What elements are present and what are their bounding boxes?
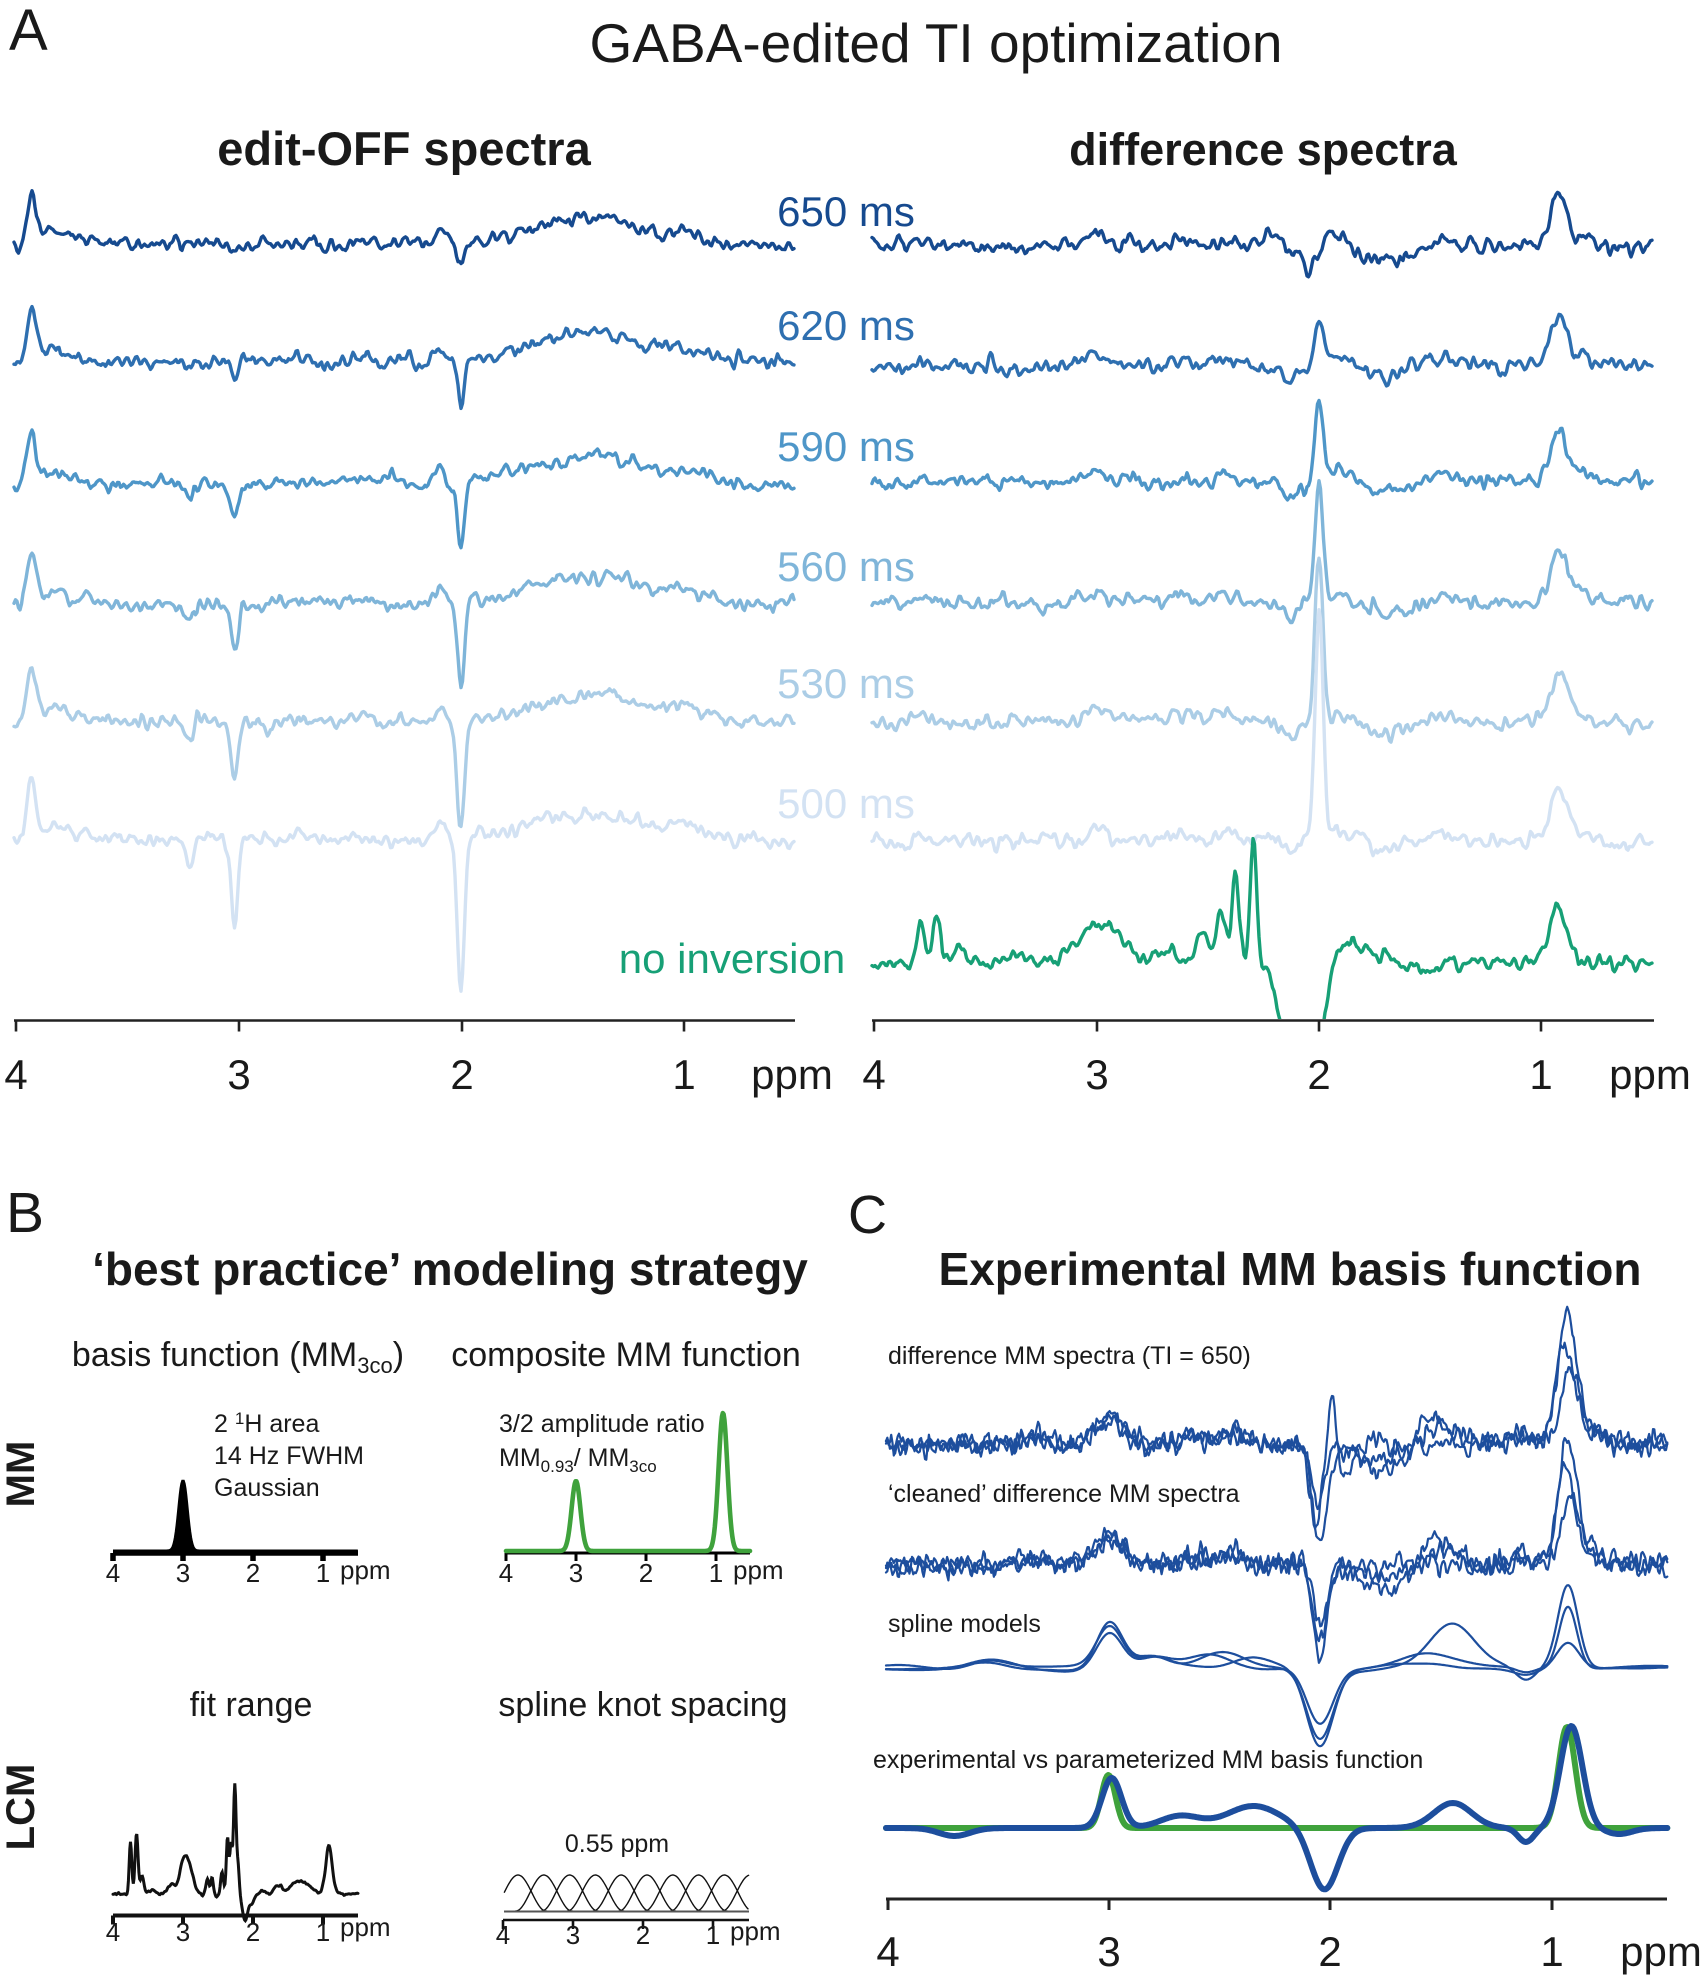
svg-text:1: 1: [1540, 1928, 1563, 1975]
svg-text:ppm: ppm: [340, 1555, 391, 1585]
svg-text:edit-OFF spectra: edit-OFF spectra: [217, 122, 591, 175]
svg-text:Experimental MM basis function: Experimental MM basis function: [939, 1243, 1642, 1295]
svg-text:0.55 ppm: 0.55 ppm: [565, 1830, 669, 1858]
svg-text:2: 2: [246, 1558, 260, 1588]
svg-text:difference spectra: difference spectra: [1069, 124, 1458, 175]
svg-text:2: 2: [450, 1051, 473, 1098]
svg-text:2: 2: [246, 1917, 260, 1947]
svg-text:14 Hz FWHM: 14 Hz FWHM: [214, 1442, 364, 1470]
svg-text:ppm: ppm: [730, 1916, 781, 1946]
svg-text:620 ms: 620 ms: [777, 302, 915, 349]
svg-text:4: 4: [496, 1920, 510, 1950]
svg-text:spline models: spline models: [888, 1610, 1041, 1638]
svg-text:experimental vs parameterized: experimental vs parameterized MM basis f…: [873, 1746, 1423, 1774]
svg-text:ppm: ppm: [1609, 1051, 1691, 1098]
svg-text:basis function (MM3co): basis function (MM3co): [72, 1336, 404, 1378]
svg-text:1: 1: [316, 1558, 330, 1588]
svg-text:no inversion: no inversion: [619, 935, 845, 982]
svg-text:A: A: [9, 0, 48, 63]
svg-text:4: 4: [876, 1928, 899, 1975]
svg-text:3: 3: [1097, 1928, 1120, 1975]
svg-text:GABA-edited TI optimization: GABA-edited TI optimization: [590, 12, 1283, 74]
svg-text:Gaussian: Gaussian: [214, 1474, 320, 1502]
svg-text:3: 3: [227, 1051, 250, 1098]
svg-text:fit range: fit range: [190, 1686, 313, 1724]
svg-text:difference MM spectra (TI = 65: difference MM spectra (TI = 650): [888, 1342, 1251, 1370]
svg-text:composite MM function: composite MM function: [451, 1336, 801, 1374]
svg-text:4: 4: [4, 1051, 27, 1098]
svg-text:4: 4: [499, 1558, 513, 1588]
svg-text:500 ms: 500 ms: [777, 780, 915, 827]
svg-text:3: 3: [569, 1558, 583, 1588]
svg-text:3: 3: [176, 1558, 190, 1588]
svg-text:3: 3: [1085, 1051, 1108, 1098]
svg-text:1: 1: [672, 1051, 695, 1098]
svg-text:560 ms: 560 ms: [777, 543, 915, 590]
svg-text:1: 1: [706, 1920, 720, 1950]
svg-text:1: 1: [709, 1558, 723, 1588]
svg-text:2: 2: [639, 1558, 653, 1588]
svg-text:2: 2: [1318, 1928, 1341, 1975]
svg-text:‘cleaned’ difference MM spectr: ‘cleaned’ difference MM spectra: [888, 1480, 1240, 1508]
svg-text:1: 1: [1529, 1051, 1552, 1098]
svg-text:ppm: ppm: [1620, 1928, 1702, 1975]
svg-text:530 ms: 530 ms: [777, 660, 915, 707]
svg-text:2: 2: [1307, 1051, 1330, 1098]
svg-text:2 1H area: 2 1H area: [214, 1409, 319, 1438]
svg-text:C: C: [848, 1185, 887, 1245]
svg-text:ppm: ppm: [751, 1051, 833, 1098]
svg-text:4: 4: [106, 1558, 120, 1588]
svg-text:4: 4: [106, 1917, 120, 1947]
svg-text:‘best practice’ modeling strat: ‘best practice’ modeling strategy: [92, 1243, 808, 1295]
svg-text:3/2 amplitude ratio: 3/2 amplitude ratio: [499, 1410, 705, 1438]
svg-text:1: 1: [316, 1917, 330, 1947]
svg-text:spline knot spacing: spline knot spacing: [498, 1686, 787, 1724]
svg-text:B: B: [6, 1181, 44, 1245]
svg-text:4: 4: [862, 1051, 885, 1098]
svg-text:MM0.93/ MM3co: MM0.93/ MM3co: [499, 1444, 657, 1476]
svg-text:650 ms: 650 ms: [777, 188, 915, 235]
svg-text:LCM: LCM: [0, 1764, 43, 1851]
svg-text:2: 2: [636, 1920, 650, 1950]
svg-text:ppm: ppm: [340, 1912, 391, 1942]
svg-text:3: 3: [176, 1917, 190, 1947]
svg-text:ppm: ppm: [733, 1555, 784, 1585]
svg-text:3: 3: [566, 1920, 580, 1950]
svg-text:590 ms: 590 ms: [777, 423, 915, 470]
svg-text:MM: MM: [0, 1441, 43, 1508]
